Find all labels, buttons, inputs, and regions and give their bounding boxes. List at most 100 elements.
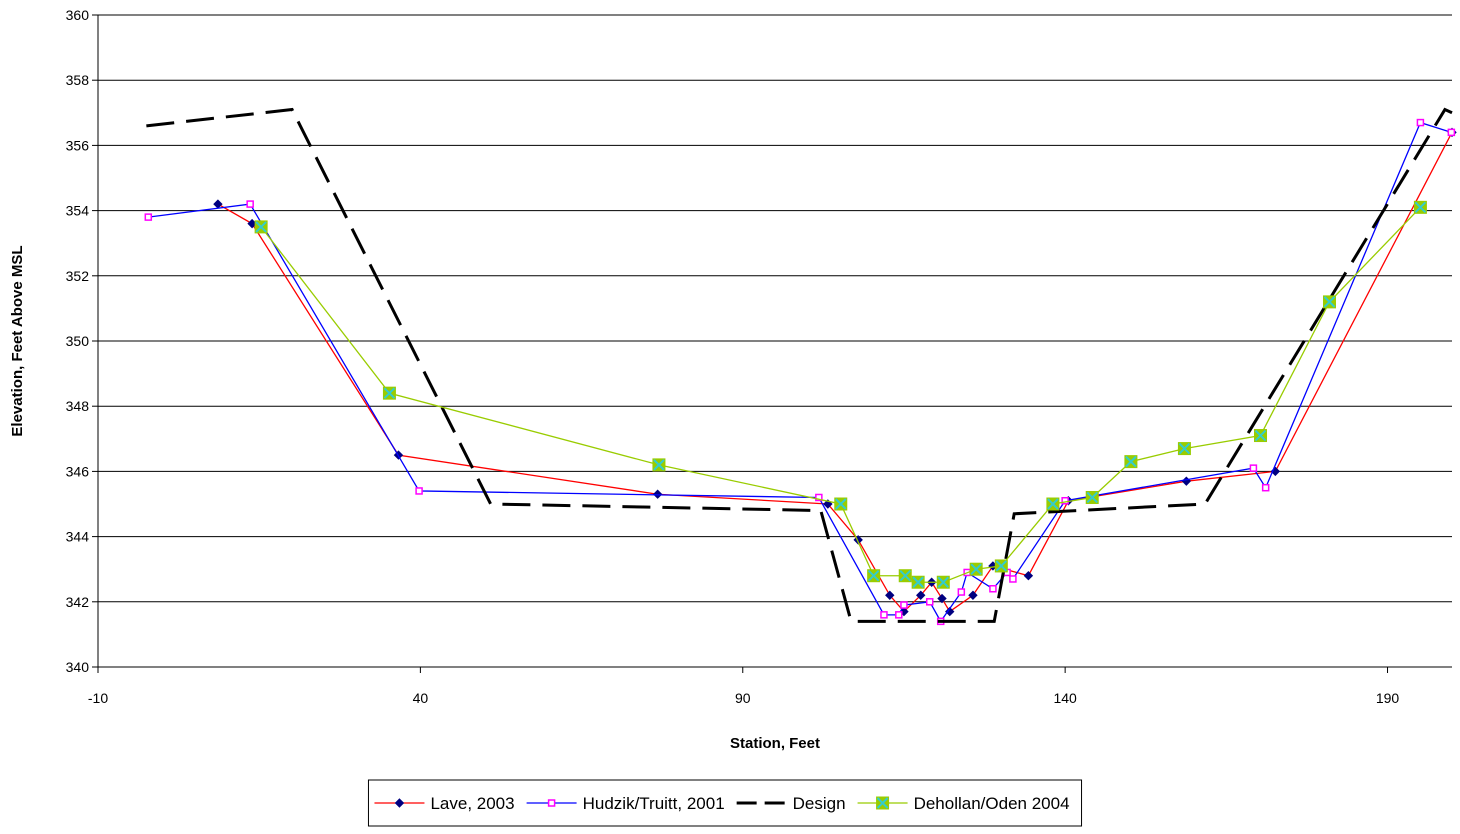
marker-shape [1323, 296, 1336, 308]
marker-shape [1009, 575, 1017, 583]
data-point [1416, 118, 1425, 127]
marker-shape [937, 576, 949, 588]
series-line [217, 132, 1453, 613]
data-point [969, 562, 983, 576]
x-tick-label: -10 [88, 690, 108, 706]
marker-shape [970, 563, 982, 575]
legend-label: Lave, 2003 [430, 794, 514, 813]
marker-shape [653, 459, 665, 471]
marker-shape [835, 498, 847, 510]
data-point [867, 569, 881, 583]
data-point [415, 487, 423, 495]
data-point [652, 458, 666, 472]
data-point [898, 569, 912, 583]
legend-label: Dehollan/Oden 2004 [914, 794, 1070, 813]
series-line [148, 121, 1452, 623]
marker-shape [1178, 442, 1191, 455]
data-point [945, 606, 955, 617]
data-point [382, 386, 396, 400]
marker-shape [853, 535, 863, 545]
data-point [1322, 295, 1336, 309]
marker-shape [989, 585, 997, 593]
marker-shape [900, 601, 908, 609]
marker-shape [1249, 464, 1258, 472]
marker-shape [1086, 491, 1098, 504]
data-point [1254, 429, 1268, 443]
marker-shape [144, 213, 153, 221]
data-point [1009, 575, 1017, 583]
data-point [246, 200, 254, 208]
y-tick-label: 350 [66, 333, 90, 349]
data-point [1124, 455, 1138, 469]
data-point [144, 213, 153, 221]
data-point [880, 611, 888, 619]
data-point [1447, 128, 1456, 137]
marker-shape [246, 200, 254, 208]
marker-shape [937, 593, 947, 604]
data-point [1061, 496, 1069, 505]
x-tick-label: 90 [735, 690, 751, 706]
data-point [1085, 490, 1099, 504]
data-point [895, 611, 903, 619]
marker-shape [880, 611, 888, 619]
marker-shape [867, 570, 880, 582]
data-point [213, 199, 223, 209]
data-point [1177, 442, 1191, 456]
marker-shape [968, 590, 978, 600]
marker-shape [815, 493, 823, 502]
marker-shape [394, 798, 405, 808]
y-tick-label: 344 [66, 529, 90, 545]
marker-shape [899, 570, 911, 582]
marker-shape [255, 221, 267, 233]
y-tick-label: 348 [66, 398, 90, 414]
data-point [1261, 483, 1270, 492]
marker-shape [925, 598, 934, 606]
data-point [1249, 464, 1258, 472]
marker-shape [1414, 201, 1427, 214]
marker-shape [995, 560, 1008, 572]
y-tick-label: 352 [66, 268, 90, 284]
marker-shape [415, 487, 423, 495]
data-point [916, 590, 926, 600]
data-point [1023, 571, 1034, 581]
marker [547, 799, 556, 807]
data-point [834, 497, 848, 511]
data-point [957, 588, 966, 596]
marker-shape [1181, 476, 1192, 486]
y-tick-label: 340 [66, 659, 90, 675]
x-axis-title: Station, Feet [730, 735, 820, 752]
data-point [900, 601, 908, 609]
data-point [1413, 200, 1427, 214]
marker-shape [1261, 483, 1270, 492]
marker-shape [876, 797, 889, 809]
marker-shape [885, 590, 895, 600]
marker-shape [383, 387, 396, 399]
marker-shape [1125, 455, 1137, 468]
data-point [936, 575, 950, 589]
legend-box [367, 779, 1083, 827]
data-point [254, 220, 268, 234]
legend: Lave, 2003 Hudzik/Truitt, 2001 Design Dehol… [367, 779, 1083, 827]
data-point [853, 535, 863, 545]
data-point [989, 585, 997, 593]
marker-shape [547, 799, 556, 807]
marker-shape [213, 199, 223, 209]
y-tick-label: 358 [66, 72, 90, 88]
y-tick-label: 346 [66, 463, 90, 479]
marker-shape [957, 588, 966, 596]
y-tick-label: 356 [66, 137, 90, 153]
data-point [1046, 497, 1060, 511]
marker-shape [1061, 496, 1069, 505]
marker-shape [916, 590, 926, 600]
data-point [815, 493, 823, 502]
data-point [911, 575, 925, 589]
data-point [925, 598, 934, 606]
x-tick-label: 190 [1376, 690, 1400, 706]
y-tick-label: 354 [66, 203, 90, 219]
marker-shape [1254, 429, 1267, 442]
x-tick-label: 40 [413, 690, 429, 706]
marker-shape [1447, 128, 1456, 137]
data-point [994, 559, 1008, 573]
marker-shape [1416, 118, 1425, 127]
